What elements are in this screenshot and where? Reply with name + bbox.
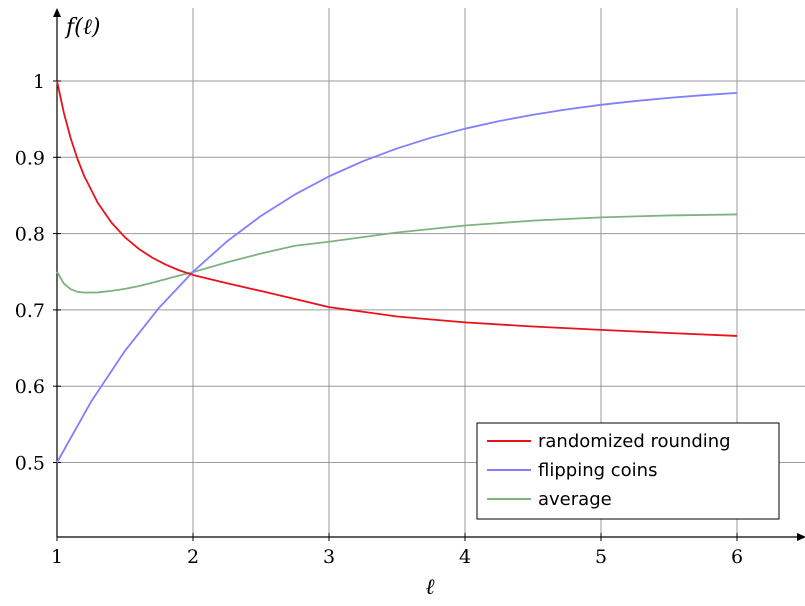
x-tick-label: 4 bbox=[459, 546, 471, 568]
y-tick-label: 0.9 bbox=[15, 147, 45, 169]
series-line-flipping-coins bbox=[56, 92, 738, 463]
y-tick-label: 0.8 bbox=[15, 224, 45, 246]
series-lines bbox=[56, 80, 738, 463]
y-axis-arrowhead bbox=[53, 8, 61, 17]
grid bbox=[57, 8, 805, 537]
axes bbox=[53, 8, 805, 541]
series-line-average bbox=[56, 213, 738, 294]
tick-labels: 1 2 3 4 5 6 0.5 0.6 0.7 0.8 0.9 1 bbox=[15, 71, 743, 568]
series-line-randomized-rounding bbox=[56, 80, 738, 337]
y-tick-label: 1 bbox=[33, 71, 45, 93]
x-axis-arrowhead bbox=[797, 533, 805, 541]
legend-label: flipping coins bbox=[538, 460, 657, 481]
x-axis-label: ℓ bbox=[425, 575, 435, 600]
x-tick-label: 6 bbox=[731, 546, 743, 568]
legend: randomized rounding flipping coins average bbox=[476, 422, 780, 520]
y-tick-label: 0.5 bbox=[15, 453, 45, 475]
legend-label: randomized rounding bbox=[538, 431, 731, 452]
x-tick-label: 5 bbox=[595, 546, 607, 568]
y-tick-label: 0.7 bbox=[15, 300, 45, 322]
x-tick-label: 1 bbox=[51, 546, 63, 568]
x-tick-label: 3 bbox=[323, 546, 335, 568]
x-tick-label: 2 bbox=[187, 546, 199, 568]
y-axis-label: f(ℓ) bbox=[64, 15, 100, 40]
y-tick-label: 0.6 bbox=[15, 376, 45, 398]
legend-label: average bbox=[538, 489, 612, 510]
